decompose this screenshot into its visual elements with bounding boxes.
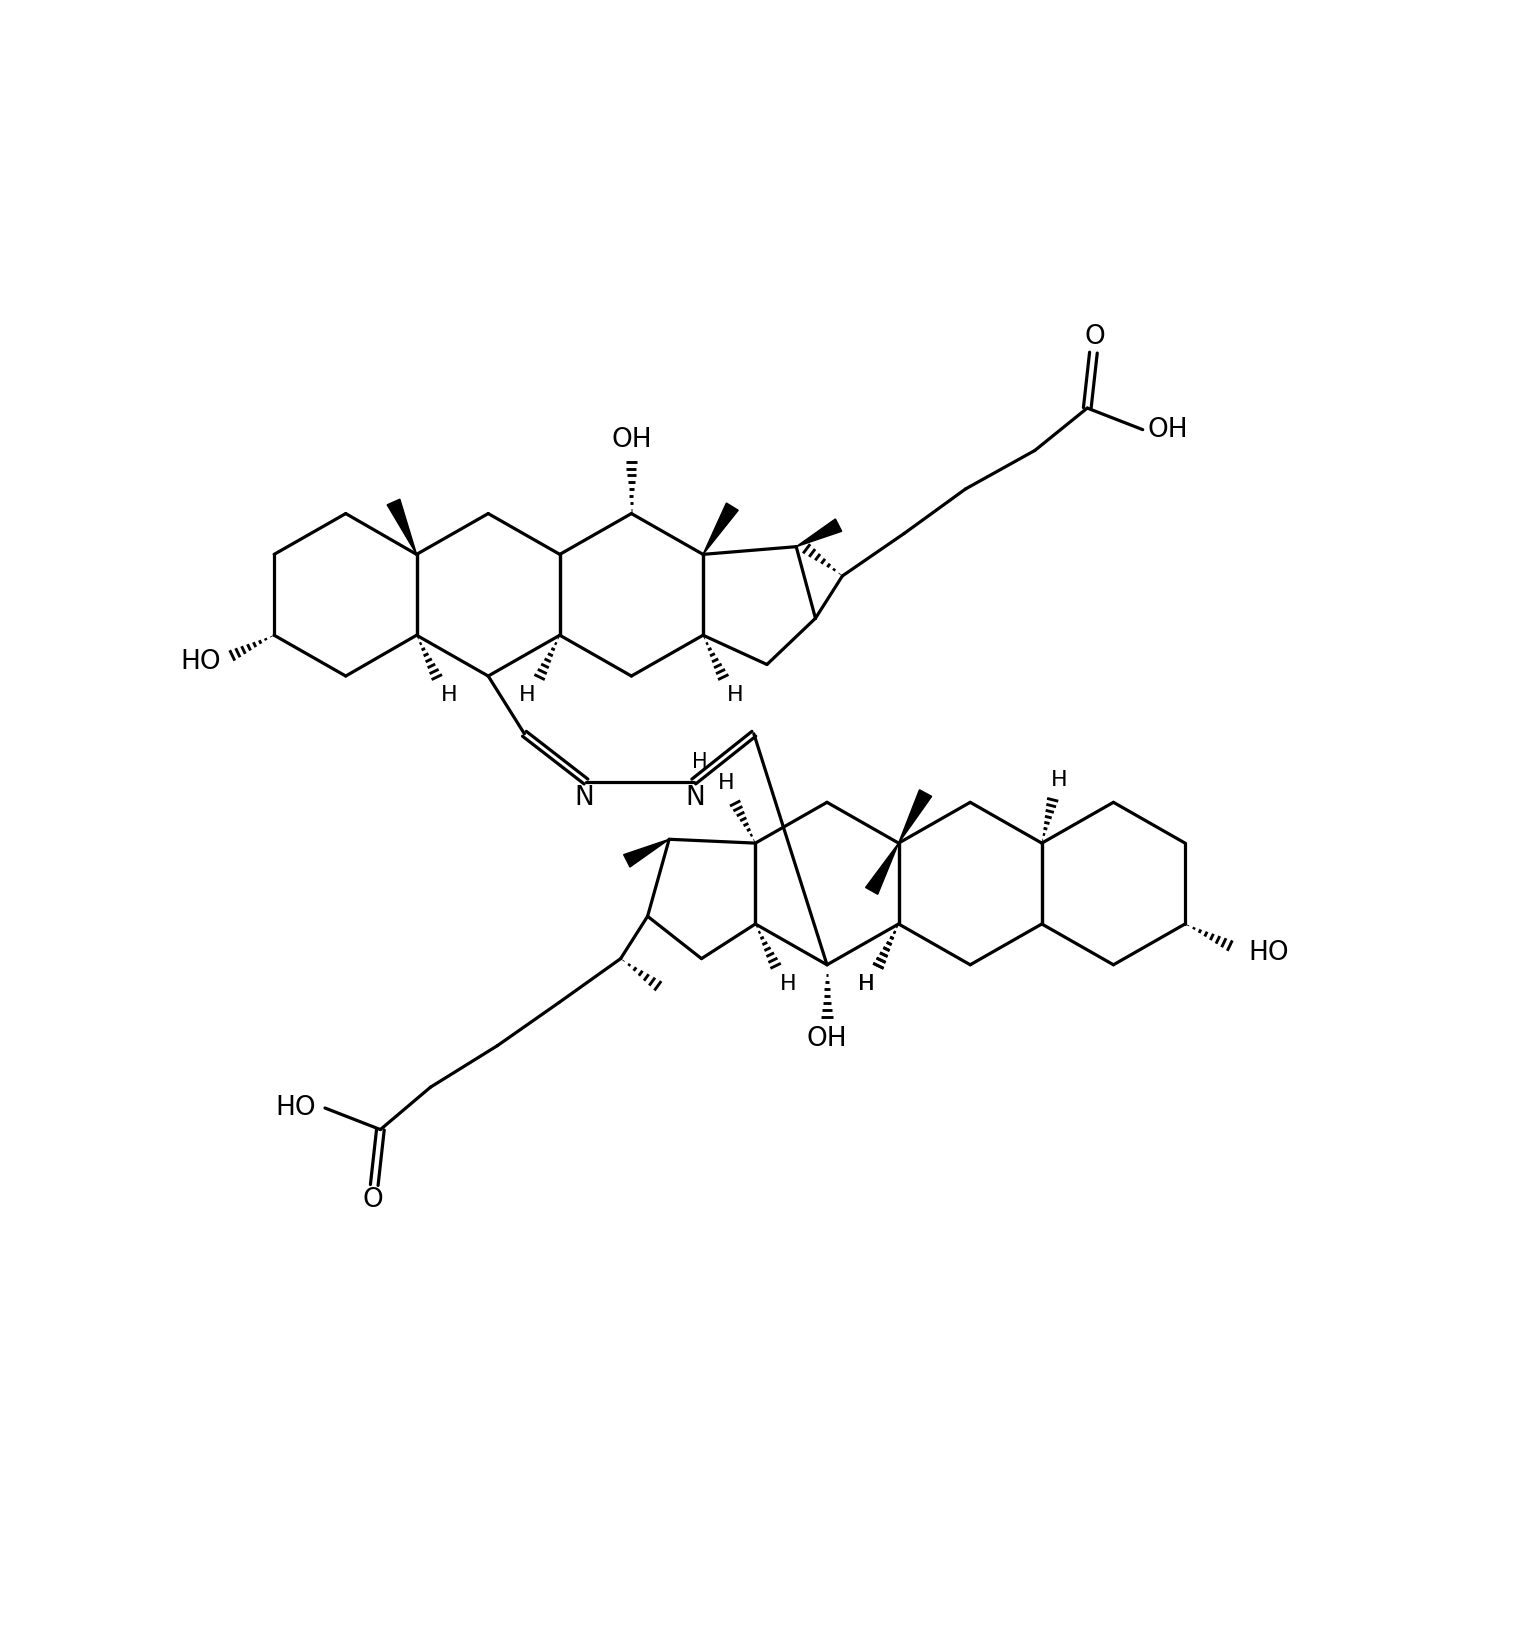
- Text: O: O: [362, 1188, 384, 1214]
- Text: OH: OH: [611, 427, 652, 453]
- Text: N: N: [685, 785, 705, 811]
- Text: H: H: [779, 973, 796, 995]
- Text: N: N: [575, 785, 594, 811]
- Text: OH: OH: [1148, 417, 1187, 443]
- Text: H: H: [693, 753, 708, 772]
- Text: H: H: [1051, 771, 1067, 790]
- Polygon shape: [866, 843, 899, 895]
- Text: HO: HO: [180, 649, 221, 676]
- Text: HO: HO: [1248, 941, 1289, 967]
- Text: H: H: [858, 973, 875, 995]
- Polygon shape: [796, 519, 841, 546]
- Polygon shape: [703, 502, 738, 555]
- Text: H: H: [858, 973, 875, 995]
- Text: O: O: [1084, 324, 1105, 350]
- Polygon shape: [623, 839, 669, 867]
- Text: HO: HO: [276, 1094, 315, 1121]
- Polygon shape: [387, 499, 417, 555]
- Text: H: H: [518, 685, 535, 705]
- Text: H: H: [728, 685, 744, 705]
- Polygon shape: [899, 790, 932, 843]
- Text: H: H: [717, 774, 734, 793]
- Text: H: H: [441, 685, 458, 705]
- Text: OH: OH: [807, 1026, 847, 1052]
